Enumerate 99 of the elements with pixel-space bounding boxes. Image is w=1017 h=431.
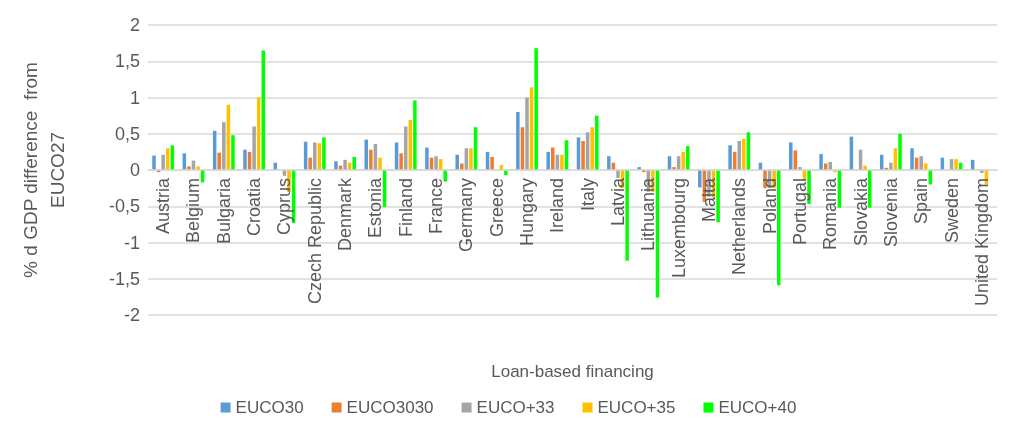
bar <box>322 137 326 170</box>
bar <box>525 97 529 170</box>
x-tick-label: Italy <box>577 178 598 212</box>
bar <box>590 127 594 170</box>
bar <box>607 156 611 170</box>
x-tick-label: Sweden <box>941 178 962 244</box>
bar <box>243 149 247 170</box>
bar <box>681 151 685 170</box>
x-tick-label: Cyprus <box>274 178 295 236</box>
bar <box>469 148 473 170</box>
x-tick-label: Estonia <box>365 177 386 239</box>
bar <box>560 154 564 170</box>
bar <box>698 170 702 188</box>
bar <box>413 100 417 170</box>
x-tick-label: Latvia <box>607 177 628 227</box>
y-tick-label: 0,5 <box>114 123 140 144</box>
bar <box>308 157 312 170</box>
x-tick-label: Czech Republic <box>304 178 325 305</box>
bar <box>334 161 338 170</box>
bar <box>161 154 165 170</box>
bar <box>616 170 620 178</box>
bar <box>231 135 235 170</box>
legend-label: EUCO30 <box>235 398 304 417</box>
x-tick-label: Poland <box>759 178 780 235</box>
x-axis-title: Loan-based financing <box>491 362 654 381</box>
bar <box>910 148 914 170</box>
x-tick-label: Hungary <box>517 178 538 247</box>
bar <box>625 170 629 261</box>
bar <box>425 147 429 170</box>
y-tick-label: -1,5 <box>108 268 140 289</box>
y-tick-label: 1,5 <box>114 51 140 72</box>
bar <box>187 166 191 170</box>
bar <box>455 154 459 170</box>
y-tick-label: 0 <box>129 160 140 180</box>
bar <box>252 126 256 170</box>
bar <box>551 147 555 170</box>
bar <box>352 156 357 170</box>
bar <box>954 159 958 170</box>
bar <box>919 156 923 170</box>
x-tick-label: Netherlands <box>729 178 750 276</box>
bar <box>222 122 226 170</box>
bar <box>595 115 599 170</box>
bar <box>776 170 781 286</box>
bar <box>534 48 538 170</box>
bar <box>460 163 464 170</box>
legend-label: EUCO+35 <box>597 398 676 417</box>
bar <box>789 142 793 170</box>
y-tick-label: 2 <box>129 15 140 35</box>
bar <box>378 157 382 170</box>
bar <box>924 163 928 170</box>
bar <box>343 159 347 170</box>
bar <box>443 170 447 182</box>
y-tick-label: -0,5 <box>108 196 140 217</box>
bar <box>728 145 732 170</box>
x-tick-label: Germany <box>456 178 477 253</box>
bar <box>716 170 720 223</box>
bar <box>819 154 823 170</box>
x-tick-label: Romania <box>820 177 841 251</box>
x-tick-label: Spain <box>911 178 932 225</box>
bar <box>196 166 200 170</box>
y-tick-label: 1 <box>129 87 140 108</box>
bar <box>828 162 832 170</box>
x-tick-label: Greece <box>486 178 507 238</box>
bar <box>313 142 317 170</box>
bar <box>490 156 494 170</box>
bar <box>399 153 403 170</box>
bar <box>581 141 585 170</box>
x-tick-label: Portugal <box>789 178 810 246</box>
bar <box>152 155 156 170</box>
x-tick-label: Lithuania <box>638 177 659 252</box>
bar <box>434 156 438 170</box>
bar <box>546 151 550 170</box>
bar <box>364 139 369 170</box>
x-tick-label: France <box>426 178 447 235</box>
legend-label: EUCO+33 <box>476 398 555 417</box>
bar <box>898 133 902 170</box>
x-tick-label: Austria <box>153 177 174 235</box>
x-tick-label: Finland <box>395 178 416 238</box>
legend-label: EUCO3030 <box>346 398 434 417</box>
y-axis-title: % d GDP difference from EUCO27 <box>20 62 68 278</box>
y-tick-label: -1 <box>123 232 140 253</box>
x-tick-label: Bulgaria <box>213 177 234 245</box>
bar <box>742 138 746 170</box>
x-tick-label: Slovakia <box>850 177 871 247</box>
x-tick-label: United Kingdom <box>971 178 992 307</box>
x-tick-label: Malta <box>698 177 719 223</box>
x-tick-label: Ireland <box>547 178 568 234</box>
x-tick-label: Denmark <box>335 177 356 252</box>
bar <box>217 152 221 170</box>
x-tick-label: Luxembourg <box>668 178 689 279</box>
y-tick-label: -2 <box>123 305 140 325</box>
x-tick-label: Croatia <box>244 177 265 237</box>
legend-label: EUCO+40 <box>718 398 797 417</box>
x-tick-label: Slovenia <box>880 177 901 248</box>
bar <box>889 162 893 170</box>
x-tick-label: Belgium <box>183 178 204 244</box>
bar <box>516 112 520 170</box>
bar <box>686 146 690 170</box>
bar <box>369 149 373 170</box>
